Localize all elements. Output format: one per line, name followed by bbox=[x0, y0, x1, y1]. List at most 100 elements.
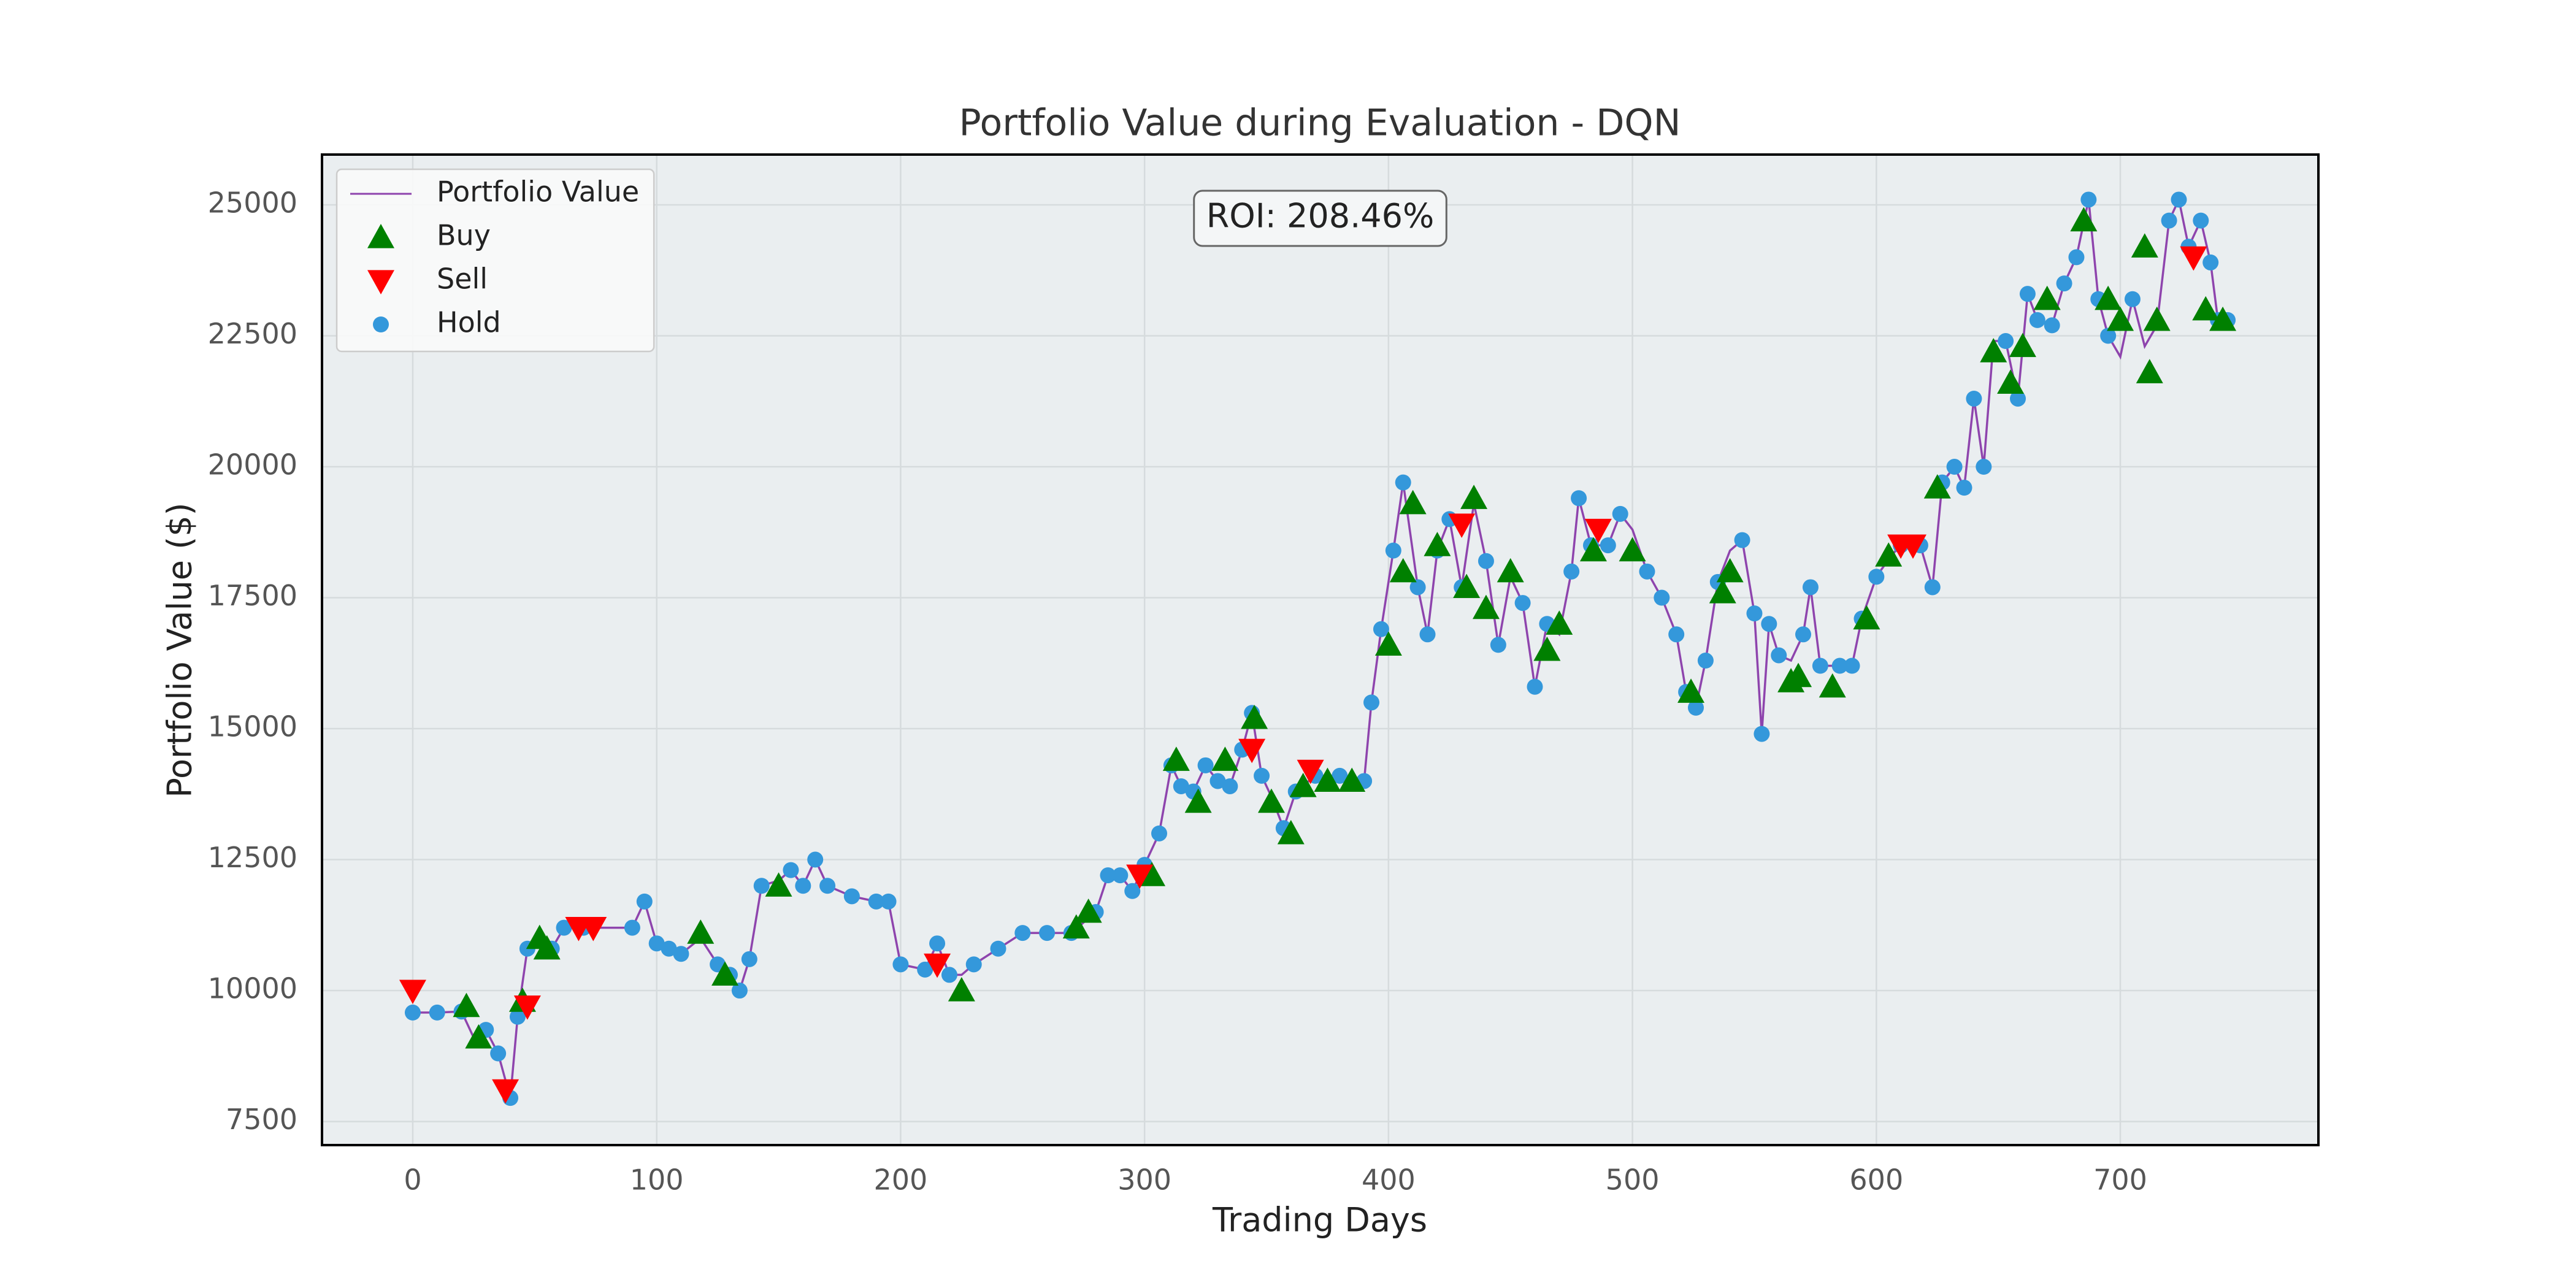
marker-hold bbox=[1385, 542, 1401, 559]
marker-hold bbox=[1124, 883, 1141, 899]
legend-label: Sell bbox=[437, 263, 488, 296]
marker-sell bbox=[1126, 864, 1154, 889]
x-tick-label: 700 bbox=[2093, 1163, 2147, 1197]
marker-buy bbox=[2095, 285, 2122, 310]
marker-hold bbox=[990, 940, 1006, 957]
marker-buy bbox=[2143, 306, 2171, 331]
marker-hold bbox=[1478, 553, 1494, 569]
marker-buy bbox=[1677, 678, 1705, 703]
legend-marker bbox=[367, 224, 394, 248]
marker-hold bbox=[2171, 191, 2187, 208]
marker-buy bbox=[1716, 558, 1744, 583]
marker-buy bbox=[1257, 788, 1285, 813]
marker-hold bbox=[843, 888, 860, 905]
legend-marker bbox=[367, 270, 394, 294]
marker-hold bbox=[1197, 757, 1214, 773]
marker-hold bbox=[2193, 212, 2209, 229]
x-tick-label: 300 bbox=[1117, 1163, 1171, 1197]
axes-frame bbox=[321, 153, 2320, 1146]
marker-buy bbox=[687, 919, 715, 944]
marker-buy bbox=[533, 935, 561, 960]
marker-hold bbox=[929, 935, 946, 952]
marker-buy bbox=[1424, 532, 1451, 556]
legend: Portfolio Value Buy Sell Hold bbox=[335, 168, 655, 353]
marker-buy bbox=[765, 872, 792, 897]
marker-buy bbox=[948, 977, 975, 1002]
marker-hold bbox=[1639, 563, 1655, 580]
marker-buy bbox=[2107, 306, 2134, 331]
marker-hold bbox=[2080, 191, 2097, 208]
marker-sell bbox=[1584, 518, 1612, 543]
legend-marker bbox=[373, 316, 389, 332]
y-tick-label: 10000 bbox=[208, 972, 297, 1005]
marker-hold bbox=[868, 893, 884, 910]
marker-buy bbox=[1138, 862, 1166, 886]
marker-hold bbox=[1527, 678, 1543, 695]
marker-hold bbox=[1100, 867, 1116, 884]
marker-buy bbox=[1619, 537, 1646, 562]
marker-hold bbox=[795, 878, 811, 894]
marker-hold bbox=[2010, 390, 2026, 407]
legend-label: Portfolio Value bbox=[437, 175, 639, 209]
marker-buy bbox=[1211, 746, 1239, 771]
marker-hold bbox=[731, 983, 748, 999]
y-tick-label: 15000 bbox=[208, 710, 297, 743]
marker-hold bbox=[917, 961, 933, 978]
marker-hold bbox=[429, 1004, 445, 1021]
marker-buy bbox=[1277, 819, 1305, 845]
marker-hold bbox=[1332, 767, 1348, 784]
marker-hold bbox=[673, 946, 689, 962]
marker-hold bbox=[1956, 480, 1972, 496]
marker-buy bbox=[1241, 704, 1268, 729]
marker-sell bbox=[399, 979, 426, 1005]
marker-hold bbox=[1998, 333, 2014, 350]
marker-buy bbox=[1472, 594, 1500, 619]
marker-hold bbox=[1668, 626, 1685, 643]
y-tick-label: 17500 bbox=[208, 579, 297, 612]
portfolio-line bbox=[412, 196, 2228, 1098]
marker-hold bbox=[1924, 579, 1941, 596]
marker-hold bbox=[636, 893, 653, 910]
marker-buy bbox=[1709, 578, 1736, 604]
marker-sell bbox=[580, 916, 607, 941]
marker-hold bbox=[2044, 317, 2060, 334]
marker-hold bbox=[1112, 867, 1129, 884]
x-tick-label: 200 bbox=[874, 1163, 928, 1197]
x-tick-label: 500 bbox=[1606, 1163, 1660, 1197]
marker-hold bbox=[1209, 773, 1226, 789]
marker-buy bbox=[453, 992, 480, 1018]
marker-buy bbox=[1980, 338, 2007, 362]
marker-hold bbox=[819, 878, 836, 894]
marker-hold bbox=[1868, 569, 1885, 585]
marker-hold bbox=[941, 967, 957, 983]
marker-sell bbox=[1297, 759, 1324, 784]
marker-buy bbox=[1819, 673, 1846, 698]
marker-buy bbox=[2070, 207, 2098, 232]
marker-hold bbox=[509, 1008, 526, 1025]
marker-hold bbox=[1946, 459, 1963, 475]
x-tick-label: 600 bbox=[1849, 1163, 1903, 1197]
marker-sell bbox=[492, 1079, 519, 1104]
marker-hold bbox=[1844, 657, 1860, 674]
marker-sell bbox=[1448, 513, 1476, 538]
marker-hold bbox=[1976, 459, 1992, 475]
marker-hold bbox=[404, 1004, 421, 1021]
marker-buy bbox=[1785, 662, 1812, 688]
marker-buy bbox=[1546, 610, 1573, 635]
y-tick-label: 22500 bbox=[208, 317, 297, 350]
legend-box bbox=[335, 168, 655, 353]
marker-hold bbox=[624, 919, 640, 936]
marker-hold bbox=[1612, 505, 1628, 522]
plot-area bbox=[322, 155, 2318, 1145]
marker-buy bbox=[1875, 542, 1903, 567]
marker-sell bbox=[1238, 738, 1266, 764]
marker-buy bbox=[1497, 558, 1524, 583]
marker-hold bbox=[2161, 212, 2177, 229]
marker-hold bbox=[2019, 286, 2036, 302]
marker-sell bbox=[513, 995, 541, 1020]
marker-hold bbox=[1571, 490, 1587, 507]
marker-buy bbox=[2192, 296, 2220, 321]
marker-buy bbox=[1533, 636, 1561, 661]
marker-sell bbox=[1899, 534, 1926, 559]
